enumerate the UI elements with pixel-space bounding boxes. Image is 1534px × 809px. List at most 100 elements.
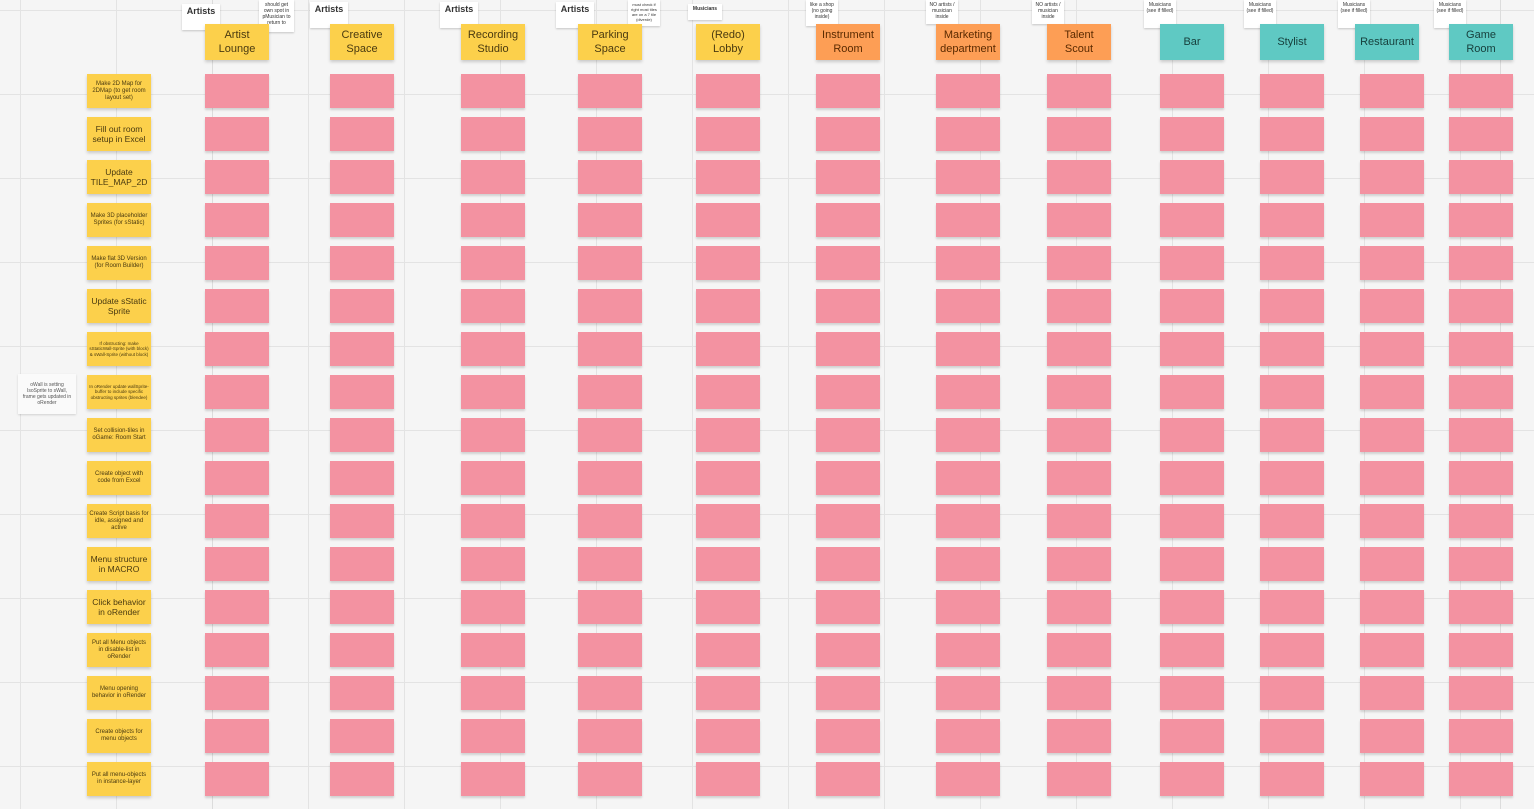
empty-sticky-note[interactable] (936, 547, 1000, 581)
empty-sticky-note[interactable] (816, 504, 880, 538)
empty-sticky-note[interactable] (1260, 332, 1324, 366)
empty-sticky-note[interactable] (1160, 590, 1224, 624)
tag-note[interactable]: Musicians (see if filled) (1338, 0, 1370, 28)
empty-sticky-note[interactable] (1449, 547, 1513, 581)
empty-sticky-note[interactable] (1047, 418, 1111, 452)
column-header-creative-space[interactable]: Creative Space (330, 24, 394, 60)
empty-sticky-note[interactable] (330, 461, 394, 495)
empty-sticky-note[interactable] (205, 117, 269, 151)
empty-sticky-note[interactable] (330, 590, 394, 624)
empty-sticky-note[interactable] (1360, 375, 1424, 409)
empty-sticky-note[interactable] (205, 418, 269, 452)
empty-sticky-note[interactable] (578, 676, 642, 710)
empty-sticky-note[interactable] (1449, 375, 1513, 409)
empty-sticky-note[interactable] (1047, 762, 1111, 796)
empty-sticky-note[interactable] (1360, 633, 1424, 667)
empty-sticky-note[interactable] (1260, 74, 1324, 108)
empty-sticky-note[interactable] (936, 418, 1000, 452)
empty-sticky-note[interactable] (578, 762, 642, 796)
empty-sticky-note[interactable] (936, 203, 1000, 237)
task-row-label[interactable]: Create Script basis for idle, assigned a… (87, 504, 151, 538)
empty-sticky-note[interactable] (1160, 547, 1224, 581)
column-header-bar[interactable]: Bar (1160, 24, 1224, 60)
empty-sticky-note[interactable] (1160, 762, 1224, 796)
tag-note[interactable]: Musicians (see if filled) (1434, 0, 1466, 28)
empty-sticky-note[interactable] (205, 504, 269, 538)
column-header-lobby[interactable]: (Redo) Lobby (696, 24, 760, 60)
tag-note[interactable]: Musicians (688, 4, 722, 20)
empty-sticky-note[interactable] (696, 332, 760, 366)
empty-sticky-note[interactable] (578, 547, 642, 581)
empty-sticky-note[interactable] (1047, 461, 1111, 495)
empty-sticky-note[interactable] (936, 633, 1000, 667)
empty-sticky-note[interactable] (1449, 418, 1513, 452)
empty-sticky-note[interactable] (1047, 375, 1111, 409)
empty-sticky-note[interactable] (1047, 332, 1111, 366)
empty-sticky-note[interactable] (1449, 504, 1513, 538)
empty-sticky-note[interactable] (696, 203, 760, 237)
empty-sticky-note[interactable] (1160, 719, 1224, 753)
empty-sticky-note[interactable] (461, 160, 525, 194)
empty-sticky-note[interactable] (578, 504, 642, 538)
empty-sticky-note[interactable] (936, 676, 1000, 710)
empty-sticky-note[interactable] (1260, 633, 1324, 667)
empty-sticky-note[interactable] (1360, 676, 1424, 710)
empty-sticky-note[interactable] (461, 289, 525, 323)
task-row-label[interactable]: Click behavior in oRender (87, 590, 151, 624)
empty-sticky-note[interactable] (330, 375, 394, 409)
empty-sticky-note[interactable] (1449, 719, 1513, 753)
empty-sticky-note[interactable] (205, 590, 269, 624)
empty-sticky-note[interactable] (936, 74, 1000, 108)
empty-sticky-note[interactable] (1360, 590, 1424, 624)
empty-sticky-note[interactable] (205, 203, 269, 237)
empty-sticky-note[interactable] (205, 289, 269, 323)
empty-sticky-note[interactable] (461, 117, 525, 151)
empty-sticky-note[interactable] (578, 117, 642, 151)
empty-sticky-note[interactable] (1047, 547, 1111, 581)
empty-sticky-note[interactable] (1160, 676, 1224, 710)
empty-sticky-note[interactable] (1160, 461, 1224, 495)
empty-sticky-note[interactable] (578, 375, 642, 409)
task-row-label[interactable]: Make 3D placeholder Sprites (for sStatic… (87, 203, 151, 237)
column-header-game-room[interactable]: Game Room (1449, 24, 1513, 60)
empty-sticky-note[interactable] (205, 676, 269, 710)
empty-sticky-note[interactable] (936, 246, 1000, 280)
empty-sticky-note[interactable] (696, 504, 760, 538)
empty-sticky-note[interactable] (461, 762, 525, 796)
empty-sticky-note[interactable] (1160, 418, 1224, 452)
empty-sticky-note[interactable] (1160, 160, 1224, 194)
task-row-label[interactable]: Create object with code from Excel (87, 461, 151, 495)
empty-sticky-note[interactable] (578, 246, 642, 280)
empty-sticky-note[interactable] (1047, 74, 1111, 108)
empty-sticky-note[interactable] (1449, 289, 1513, 323)
empty-sticky-note[interactable] (461, 246, 525, 280)
tag-note[interactable]: Musicians (see if filled) (1244, 0, 1276, 28)
empty-sticky-note[interactable] (936, 160, 1000, 194)
empty-sticky-note[interactable] (696, 676, 760, 710)
empty-sticky-note[interactable] (816, 590, 880, 624)
empty-sticky-note[interactable] (1449, 74, 1513, 108)
empty-sticky-note[interactable] (461, 504, 525, 538)
empty-sticky-note[interactable] (1360, 203, 1424, 237)
empty-sticky-note[interactable] (205, 633, 269, 667)
empty-sticky-note[interactable] (696, 719, 760, 753)
empty-sticky-note[interactable] (1260, 160, 1324, 194)
empty-sticky-note[interactable] (1449, 762, 1513, 796)
task-row-label[interactable]: Fill out room setup in Excel (87, 117, 151, 151)
task-row-label[interactable]: Set collision-tiles in oGame: Room Start (87, 418, 151, 452)
empty-sticky-note[interactable] (1160, 246, 1224, 280)
empty-sticky-note[interactable] (461, 461, 525, 495)
empty-sticky-note[interactable] (1360, 289, 1424, 323)
empty-sticky-note[interactable] (461, 74, 525, 108)
empty-sticky-note[interactable] (1360, 504, 1424, 538)
empty-sticky-note[interactable] (1260, 246, 1324, 280)
empty-sticky-note[interactable] (1360, 117, 1424, 151)
empty-sticky-note[interactable] (1160, 375, 1224, 409)
empty-sticky-note[interactable] (1260, 418, 1324, 452)
empty-sticky-note[interactable] (1260, 719, 1324, 753)
task-row-label[interactable]: Put all Menu objects in disable-list in … (87, 633, 151, 667)
empty-sticky-note[interactable] (1047, 160, 1111, 194)
empty-sticky-note[interactable] (1047, 719, 1111, 753)
empty-sticky-note[interactable] (696, 160, 760, 194)
empty-sticky-note[interactable] (205, 547, 269, 581)
